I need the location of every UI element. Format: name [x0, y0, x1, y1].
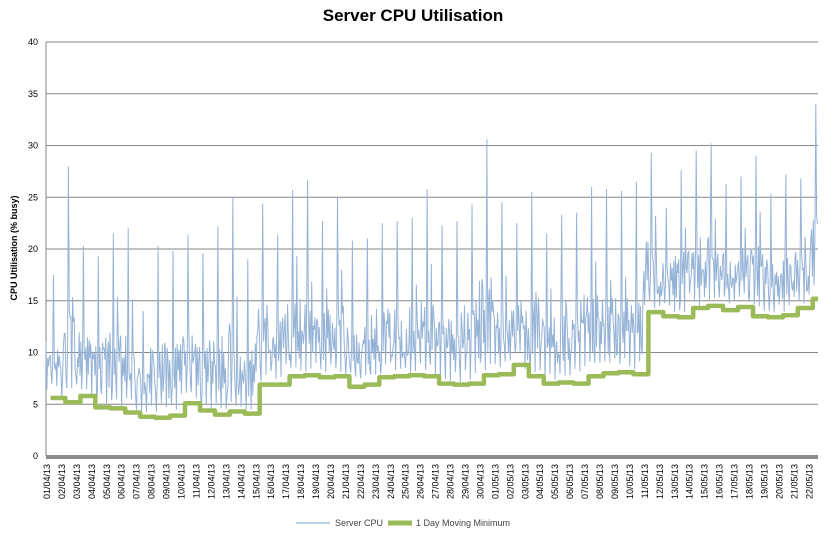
x-tick-label: 18/05/13 [744, 464, 754, 499]
x-tick-label: 10/05/13 [625, 464, 635, 499]
x-tick-label: 12/04/13 [206, 464, 216, 499]
series-group [45, 104, 818, 420]
x-tick-label: 01/04/13 [42, 464, 52, 499]
x-tick-label: 17/04/13 [281, 464, 291, 499]
y-axis-label: CPU Utilisation (% busy) [9, 195, 19, 300]
x-tick-label: 08/05/13 [595, 464, 605, 499]
x-tick-label: 11/04/13 [191, 464, 201, 498]
series-server-cpu-line [45, 104, 818, 413]
x-tick-label: 13/05/13 [670, 464, 680, 499]
x-tick-label: 07/04/13 [132, 464, 142, 499]
x-tick-label: 29/04/13 [461, 464, 471, 499]
y-tick-label: 35 [28, 89, 38, 99]
x-tick-label: 10/04/13 [177, 464, 187, 499]
x-tick-label: 13/04/13 [221, 464, 231, 499]
x-tick-label: 09/04/13 [162, 464, 172, 499]
x-tick-label: 04/04/13 [87, 464, 97, 499]
x-tick-label: 20/04/13 [326, 464, 336, 499]
x-tick-label: 04/05/13 [535, 464, 545, 499]
x-tick-label: 06/05/13 [565, 464, 575, 499]
x-tick-label: 01/05/13 [490, 464, 500, 499]
legend-label-server-cpu: Server CPU [335, 518, 383, 528]
x-tick-label: 14/05/13 [685, 464, 695, 499]
y-tick-label: 5 [33, 399, 38, 409]
series-moving-minimum-line [50, 296, 818, 420]
legend: Server CPU 1 Day Moving Minimum [296, 518, 510, 528]
x-tick-label: 27/04/13 [431, 464, 441, 499]
x-tick-label: 19/05/13 [759, 464, 769, 499]
x-tick-label: 21/04/13 [341, 464, 351, 499]
y-tick-label: 30 [28, 141, 38, 151]
y-tick-label: 40 [28, 37, 38, 47]
x-tick-label: 28/04/13 [446, 464, 456, 499]
x-tick-label: 24/04/13 [386, 464, 396, 499]
x-tick-label: 05/05/13 [550, 464, 560, 499]
x-tick-label: 05/04/13 [102, 464, 112, 499]
x-tick-label: 02/04/13 [57, 464, 67, 499]
x-tick-label: 19/04/13 [311, 464, 321, 499]
x-tick-label: 23/04/13 [371, 464, 381, 499]
x-tick-label: 15/05/13 [700, 464, 710, 499]
y-tick-label: 0 [33, 451, 38, 461]
x-tick-label: 06/04/13 [117, 464, 127, 499]
x-tick-label: 22/05/13 [804, 464, 814, 499]
x-tick-label: 08/04/13 [147, 464, 157, 499]
x-tick-label: 11/05/13 [640, 464, 650, 498]
x-tick-label: 22/04/13 [356, 464, 366, 499]
x-tick-label: 14/04/13 [236, 464, 246, 499]
y-tick-label: 20 [28, 244, 38, 254]
x-tick-label: 07/05/13 [580, 464, 590, 499]
y-tick-label: 15 [28, 296, 38, 306]
x-axis-line [46, 455, 818, 459]
x-tick-label: 17/05/13 [730, 464, 740, 499]
x-tick-label: 21/05/13 [789, 464, 799, 499]
x-tick-label: 03/04/13 [72, 464, 82, 499]
x-tick-label: 03/05/13 [520, 464, 530, 499]
chart-title: Server CPU Utilisation [322, 6, 504, 25]
x-tick-label: 16/05/13 [715, 464, 725, 499]
legend-label-moving-minimum: 1 Day Moving Minimum [416, 518, 510, 528]
y-tick-label: 25 [28, 192, 38, 202]
x-tick-label: 09/05/13 [610, 464, 620, 499]
x-tick-label: 25/04/13 [401, 464, 411, 499]
x-tick-label: 02/05/13 [505, 464, 515, 499]
x-tick-label: 15/04/13 [251, 464, 261, 499]
x-tick-label: 12/05/13 [655, 464, 665, 499]
y-axis-ticks: 0 5 10 15 20 25 30 35 40 [28, 37, 38, 461]
x-tick-label: 20/05/13 [774, 464, 784, 499]
x-tick-label: 30/04/13 [475, 464, 485, 499]
x-axis-ticks: 01/04/13 02/04/13 03/04/13 04/04/13 05/04/13… [42, 464, 814, 499]
x-tick-label: 26/04/13 [416, 464, 426, 499]
x-tick-label: 18/04/13 [296, 464, 306, 499]
x-tick-label: 16/04/13 [266, 464, 276, 499]
y-tick-label: 10 [28, 348, 38, 358]
